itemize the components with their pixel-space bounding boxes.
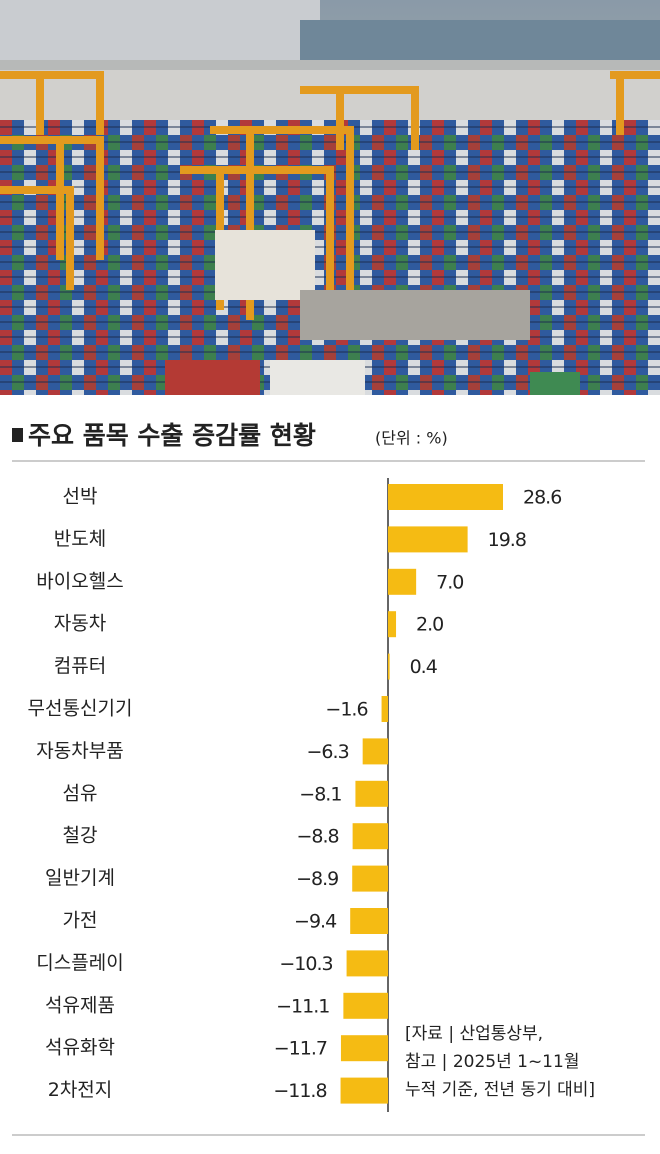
category-label: 석유화학: [45, 1037, 115, 1059]
value-label: −9.4: [294, 911, 337, 933]
chart-title: 주요 품목 수출 증감률 현황: [28, 421, 316, 450]
bar: [340, 1077, 388, 1104]
category-label: 선박: [63, 486, 98, 508]
value-label: −10.3: [279, 953, 332, 975]
source-note: 참고 | 2025년 1~11월: [405, 1052, 579, 1072]
source-note: 누적 기준, 전년 동기 대비]: [405, 1080, 595, 1100]
unit-label: (단위 : %): [375, 429, 448, 448]
bar: [352, 823, 388, 850]
bar: [343, 992, 388, 1019]
category-label: 컴퓨터: [54, 655, 106, 677]
bar: [352, 865, 388, 892]
value-label: −6.3: [307, 741, 349, 763]
bar: [340, 1035, 388, 1062]
bar: [355, 780, 388, 807]
value-label: 0.4: [410, 656, 438, 678]
value-label: −1.6: [325, 699, 367, 721]
bar: [346, 950, 388, 977]
category-label: 철강: [63, 825, 98, 847]
bar: [350, 908, 388, 934]
value-label: −8.9: [296, 868, 338, 890]
value-label: −8.8: [296, 826, 338, 848]
bar: [388, 526, 468, 553]
category-label: 섬유: [63, 782, 98, 804]
category-label: 일반기계: [45, 867, 115, 889]
bar: [388, 653, 390, 680]
bar: [381, 696, 388, 722]
source-note: [자료 | 산업통상부,: [405, 1024, 543, 1044]
category-label: 가전: [63, 910, 98, 932]
category-label: 반도체: [54, 528, 106, 550]
value-label: 28.6: [523, 487, 561, 509]
title-marker: [12, 428, 23, 442]
bar: [388, 484, 503, 510]
category-label: 디스플레이: [36, 952, 123, 974]
value-label: −8.1: [299, 783, 341, 805]
bar: [388, 568, 417, 595]
value-label: 2.0: [416, 614, 443, 636]
value-label: −11.1: [276, 995, 329, 1017]
photo: [0, 0, 660, 395]
category-label: 자동차: [54, 613, 106, 635]
bar: [388, 611, 397, 638]
bar: [362, 738, 388, 765]
category-label: 2차전지: [48, 1079, 113, 1101]
value-label: −11.7: [274, 1038, 327, 1060]
category-label: 바이오헬스: [36, 570, 123, 592]
category-label: 자동차부품: [36, 740, 123, 762]
category-label: 석유제품: [45, 994, 115, 1016]
value-label: 7.0: [436, 571, 463, 593]
value-label: 19.8: [488, 529, 526, 551]
category-label: 무선통신기기: [28, 698, 133, 720]
value-label: −11.8: [273, 1080, 326, 1102]
